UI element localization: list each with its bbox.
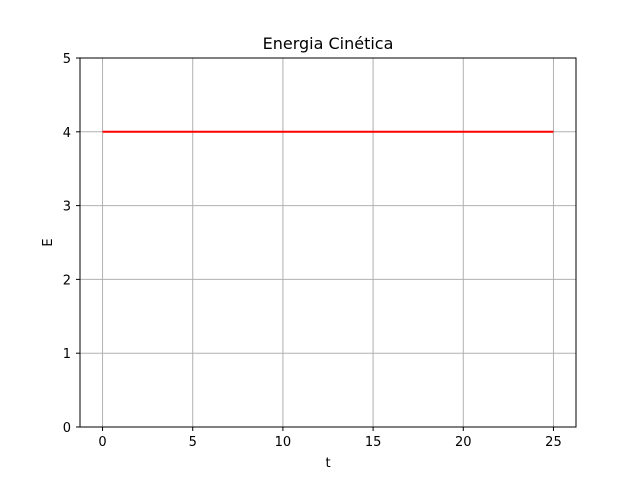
y-axis-label: E (41, 238, 56, 246)
x-tick-label: 5 (189, 435, 197, 450)
y-tick-label: 3 (63, 200, 71, 215)
x-tick-label: 20 (455, 435, 472, 450)
y-tick-label: 5 (63, 52, 71, 67)
y-tick-label: 4 (63, 126, 71, 141)
x-tick-label: 25 (545, 435, 562, 450)
y-axis-ticks: 0 1 2 3 4 5 (63, 52, 80, 436)
x-axis-label: t (325, 456, 330, 471)
x-tick-label: 15 (365, 435, 382, 450)
chart-title: Energia Cinética (263, 34, 394, 53)
x-tick-label: 10 (275, 435, 292, 450)
y-tick-label: 2 (63, 273, 71, 288)
x-tick-label: 0 (98, 435, 106, 450)
y-tick-label: 1 (63, 347, 71, 362)
y-tick-label: 0 (63, 421, 71, 436)
plot-area-frame (79, 57, 577, 428)
x-axis-ticks: 0 5 10 15 20 25 (98, 427, 562, 450)
